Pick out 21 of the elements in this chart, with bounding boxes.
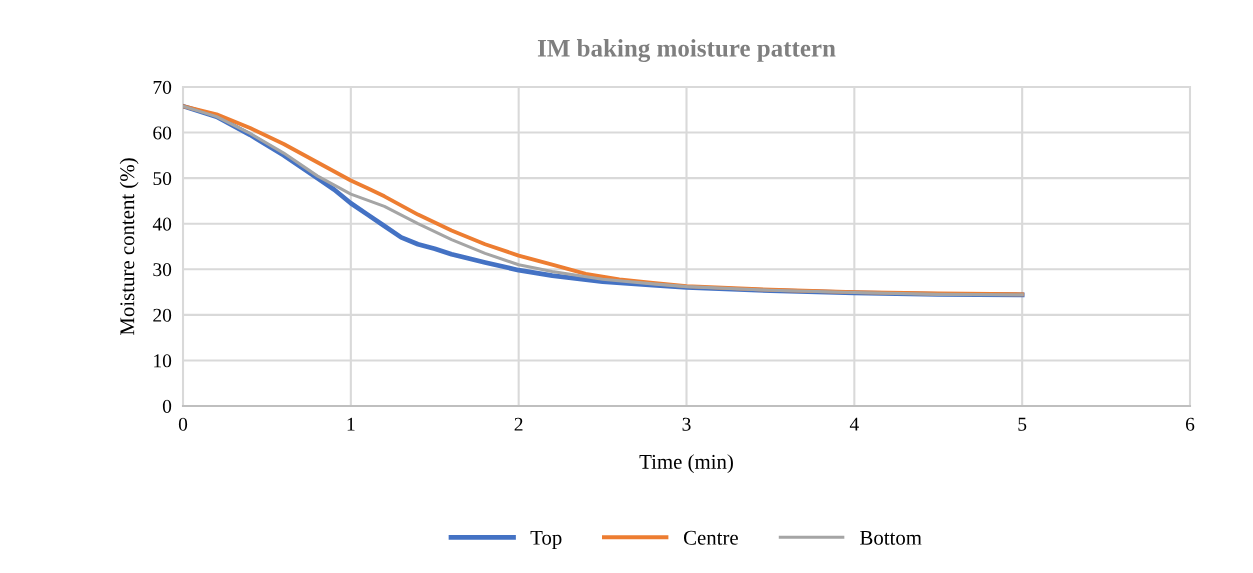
x-tick-label: 2 [514, 417, 523, 431]
x-tick-label: 3 [682, 417, 691, 431]
x-tick-label: 0 [178, 417, 188, 431]
y-tick-label: 10 [154, 354, 172, 368]
chart-title: IM baking moisture pattern [537, 39, 836, 62]
x-tick-label: 5 [1018, 417, 1027, 431]
y-tick-label: 20 [153, 308, 172, 322]
legend-label: Top [530, 530, 562, 550]
legend-label: Bottom [860, 530, 922, 545]
y-tick-label: 70 [153, 80, 172, 94]
y-tick-label: 60 [153, 126, 172, 140]
y-axis-title: Moisture content (%) [119, 158, 139, 335]
y-tick-label: 50 [153, 171, 172, 186]
x-tick-label: 4 [849, 417, 859, 431]
x-axis-title: Time (min) [639, 454, 733, 474]
y-tick-label: 0 [162, 399, 172, 413]
y-tick-label: 30 [153, 263, 172, 277]
x-tick-label: 6 [1185, 417, 1195, 431]
legend-label: Centre [683, 530, 738, 545]
y-tick-label: 40 [152, 217, 172, 231]
x-tick-label: 1 [347, 417, 355, 431]
